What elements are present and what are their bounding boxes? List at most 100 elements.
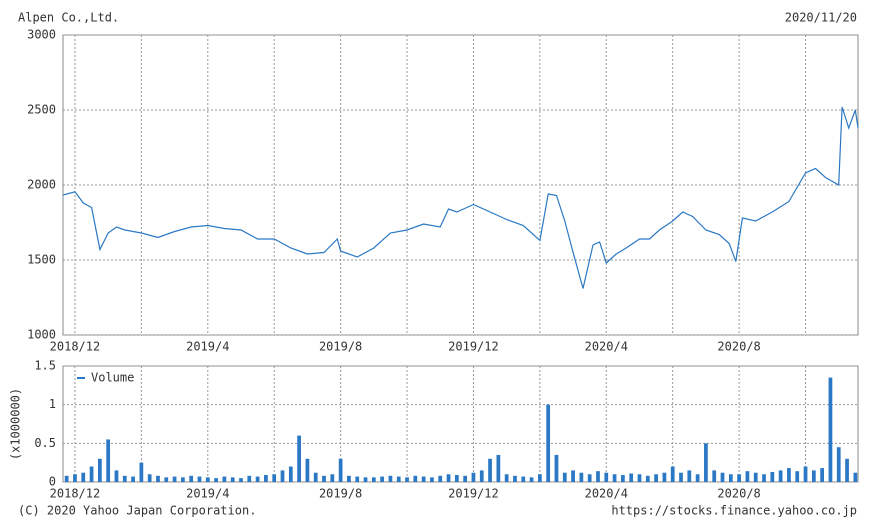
y-tick-label: 2000	[27, 178, 56, 192]
volume-bar	[205, 477, 210, 482]
volume-bar	[770, 471, 775, 482]
volume-bar	[670, 466, 675, 482]
x-tick-label: 2019/12	[448, 340, 499, 354]
x-tick-label: 2019/8	[319, 340, 362, 354]
volume-bar	[347, 475, 351, 482]
x-tick-label: 2020/8	[717, 340, 760, 354]
volume-bar	[222, 476, 227, 482]
x-tick-label: 2020/4	[585, 487, 628, 501]
volume-bar	[795, 471, 800, 482]
volume-bar	[97, 458, 102, 482]
volume-bar	[488, 458, 492, 482]
volume-bar	[255, 476, 260, 482]
volume-bar	[305, 458, 310, 482]
volume-bar	[853, 472, 858, 482]
volume-bar	[762, 474, 766, 482]
y-tick-label: 1.5	[34, 359, 56, 373]
volume-bar	[388, 475, 393, 482]
volume-bar	[811, 470, 816, 482]
volume-bar	[164, 477, 169, 482]
volume-bar	[471, 472, 476, 482]
volume-bar	[612, 474, 617, 482]
x-tick-label: 2019/4	[186, 340, 229, 354]
volume-bar	[338, 458, 343, 482]
volume-bar	[554, 454, 559, 482]
volume-bar	[430, 477, 434, 482]
volume-bar	[836, 447, 841, 482]
volume-bar	[745, 471, 750, 482]
volume-bar	[778, 470, 783, 482]
volume-bar	[679, 472, 683, 482]
volume-bar	[504, 474, 509, 482]
volume-bar	[114, 470, 119, 482]
volume-bar	[247, 475, 252, 482]
volume-bar	[330, 474, 335, 482]
volume-bar	[156, 475, 160, 482]
volume-bar	[147, 474, 152, 482]
x-tick-label: 2019/8	[319, 487, 362, 501]
volume-bar	[322, 475, 326, 482]
volume-bar	[687, 470, 692, 482]
volume-bar	[845, 458, 849, 482]
volume-bar	[81, 472, 86, 482]
volume-bar	[280, 470, 285, 482]
volume-bar	[288, 466, 293, 482]
x-tick-label: 2019/12	[448, 487, 499, 501]
volume-bar	[172, 476, 177, 482]
volume-bar	[662, 472, 667, 482]
volume-bar	[438, 475, 443, 482]
volume-bar	[122, 475, 127, 482]
volume-bar	[645, 475, 650, 482]
volume-bar	[313, 472, 318, 482]
volume-bar	[654, 474, 658, 482]
x-tick-label: 2018/12	[50, 340, 101, 354]
volume-bar	[579, 472, 584, 482]
volume-bar	[604, 472, 609, 482]
company-name: Alpen Co.,Ltd.	[18, 11, 119, 25]
volume-bar	[446, 474, 451, 482]
volume-bar	[537, 474, 542, 482]
volume-bar	[396, 476, 401, 482]
x-tick-label: 2018/12	[50, 487, 101, 501]
y-tick-label: 1000	[27, 328, 56, 342]
volume-bar	[753, 472, 758, 482]
volume-bar	[405, 477, 409, 482]
volume-bar	[230, 477, 235, 482]
volume-bar	[355, 476, 360, 482]
legend-label: Volume	[91, 371, 134, 385]
y-tick-label: 0	[49, 475, 56, 489]
volume-bar	[272, 474, 277, 482]
x-tick-label: 2020/4	[585, 340, 628, 354]
volume-bar	[704, 443, 708, 482]
volume-bar	[529, 477, 534, 482]
volume-bar	[197, 476, 202, 482]
y-tick-label: 2500	[27, 103, 56, 117]
price-line	[62, 106, 859, 289]
chart-date: 2020/11/20	[785, 11, 857, 25]
volume-bar	[479, 470, 484, 482]
volume-bar	[463, 475, 468, 482]
volume-bar	[454, 475, 459, 482]
volume-bar	[720, 472, 725, 482]
volume-bar	[820, 468, 825, 482]
volume-bar	[380, 476, 384, 482]
y-tick-label: 3000	[27, 28, 56, 42]
volume-bar	[131, 476, 135, 482]
source-url[interactable]: https://stocks.finance.yahoo.co.jp	[611, 504, 857, 518]
volume-bar	[297, 435, 301, 482]
volume-bar	[728, 474, 733, 482]
volume-bar	[621, 475, 625, 482]
volume-bar	[596, 471, 600, 482]
volume-bar	[546, 404, 551, 482]
volume-bar	[413, 475, 418, 482]
volume-bar	[562, 472, 567, 482]
volume-bar	[787, 468, 791, 482]
volume-bar	[264, 475, 268, 482]
volume-bar	[513, 475, 517, 482]
volume-bar	[828, 377, 833, 482]
volume-bar	[89, 466, 94, 482]
x-tick-label: 2020/8	[717, 487, 760, 501]
volume-bar	[629, 473, 634, 482]
y-tick-label: 1500	[27, 253, 56, 267]
volume-bar	[73, 474, 77, 482]
